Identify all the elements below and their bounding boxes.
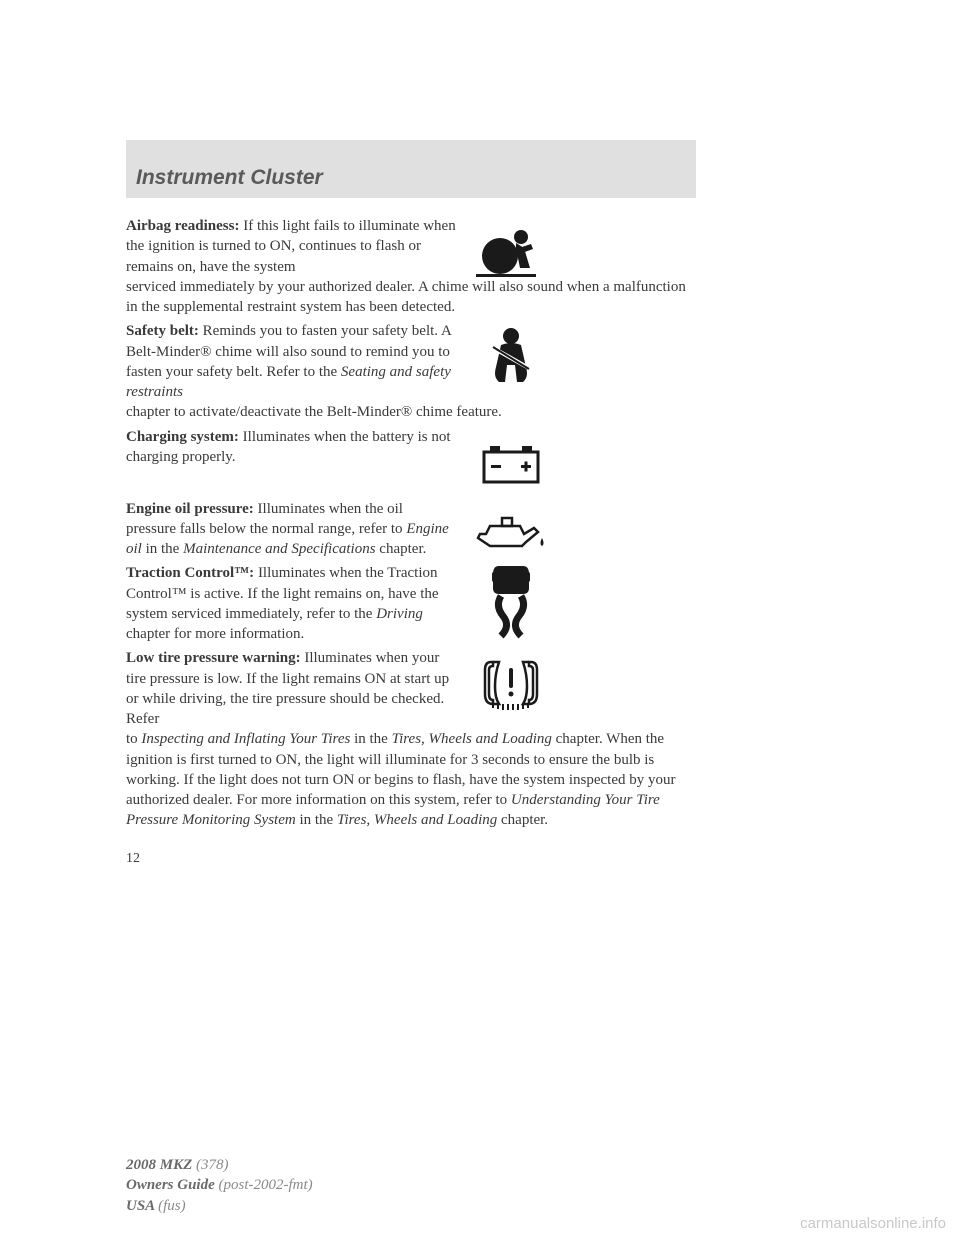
airbag-icon [461, 218, 561, 288]
section-charging: Charging system: Illuminates when the ba… [126, 427, 696, 495]
section-airbag: Airbag readiness: If this light fails to… [126, 216, 696, 317]
safetybelt-icon [461, 323, 561, 393]
section-text: Low tire pressure warning: Illuminates w… [126, 648, 696, 830]
section-tire: Low tire pressure warning: Illuminates w… [126, 648, 696, 830]
section-traction: Traction Control™: Illuminates when the … [126, 563, 696, 644]
section-label: Low tire pressure warning: [126, 650, 301, 666]
footer-region: USA [126, 1198, 158, 1214]
section-label: Traction Control™: [126, 565, 254, 581]
section-safetybelt: Safety belt: Reminds you to fasten your … [126, 321, 696, 422]
section-oil: Engine oil pressure: Illuminates when th… [126, 499, 696, 560]
document-page: Instrument Cluster Airbag readiness: If … [126, 140, 696, 867]
page-content: Airbag readiness: If this light fails to… [126, 198, 696, 867]
section-text: Safety belt: Reminds you to fasten your … [126, 321, 696, 422]
header-bar: Instrument Cluster [126, 140, 696, 198]
document-footer: 2008 MKZ (378) Owners Guide (post-2002-f… [126, 1155, 313, 1216]
battery-icon [461, 429, 561, 499]
footer-guide: Owners Guide [126, 1177, 219, 1193]
footer-model: 2008 MKZ [126, 1157, 196, 1173]
traction-icon [461, 565, 561, 635]
section-label: Engine oil pressure: [126, 501, 254, 517]
section-text: Engine oil pressure: Illuminates when th… [126, 499, 456, 560]
section-label: Charging system: [126, 429, 239, 445]
section-label: Safety belt: [126, 323, 199, 339]
section-text: Airbag readiness: If this light fails to… [126, 216, 696, 317]
section-label: Airbag readiness: [126, 218, 239, 234]
tpms-icon [461, 650, 561, 720]
chapter-title: Instrument Cluster [136, 166, 323, 190]
section-text: Charging system: Illuminates when the ba… [126, 427, 456, 468]
section-text: Traction Control™: Illuminates when the … [126, 563, 456, 644]
watermark: carmanualsonline.info [800, 1215, 946, 1232]
page-number: 12 [126, 851, 696, 867]
